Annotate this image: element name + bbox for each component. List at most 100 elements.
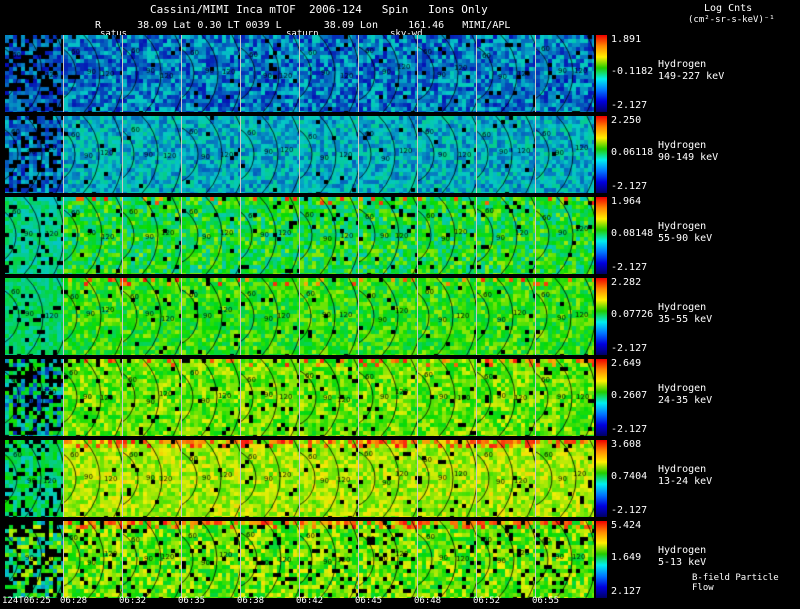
scale-max-label: 2.649	[611, 358, 642, 369]
sky-map-panel	[241, 197, 299, 274]
energy-band-species: Hydrogen	[658, 545, 707, 556]
scale-max-label: 3.608	[611, 439, 642, 450]
scale-mid-label: 0.06118	[611, 147, 654, 158]
colorbar	[596, 116, 607, 193]
sky-map-panel	[300, 440, 358, 517]
sky-map-panel	[123, 440, 181, 517]
colorbar	[596, 35, 607, 112]
sky-map-panel	[64, 197, 122, 274]
page-title: Cassini/MIMI Inca mTOF 2006-124 Spin Ion…	[150, 3, 488, 16]
spectrogram-row	[5, 521, 594, 598]
sky-map-panel	[418, 359, 476, 436]
colorbar	[596, 278, 607, 355]
ephemeris-line: R 38.09 Lat 0.30 LT 0039 L 38.09 Lon 161…	[95, 20, 511, 31]
sky-map-panel	[418, 35, 476, 112]
sky-map-panel	[536, 278, 594, 355]
sky-map-panel	[300, 116, 358, 193]
sky-map-panel	[64, 116, 122, 193]
sky-map-panel	[300, 278, 358, 355]
sky-map-panel	[182, 116, 240, 193]
sky-map-panel	[359, 278, 417, 355]
scale-max-label: 1.891	[611, 34, 642, 45]
sky-map-panel	[359, 116, 417, 193]
sky-map-panel	[418, 440, 476, 517]
time-tick: 06:32	[119, 596, 147, 606]
scale-mid-label: 0.2607	[611, 390, 648, 401]
sky-map-panel	[5, 359, 63, 436]
sky-map-panel	[300, 521, 358, 598]
sky-map-panel	[241, 35, 299, 112]
sky-map-panel	[5, 35, 63, 112]
sky-map-panel	[359, 197, 417, 274]
spectrogram-row	[5, 440, 594, 517]
sky-map-panel	[300, 359, 358, 436]
sky-map-panel	[418, 197, 476, 274]
sky-map-panel	[5, 116, 63, 193]
time-tick: 06:55	[532, 596, 560, 606]
sky-map-panel	[64, 440, 122, 517]
energy-band-species: Hydrogen	[658, 302, 707, 313]
colorbar	[596, 197, 607, 274]
sky-map-panel	[241, 116, 299, 193]
time-tick: 124T06:25	[2, 596, 51, 606]
sky-map-panel	[418, 521, 476, 598]
scale-min-label: -2.127	[611, 424, 648, 435]
sky-map-panel	[536, 197, 594, 274]
scale-min-label: -2.127	[611, 505, 648, 516]
sky-map-panel	[182, 197, 240, 274]
tag-saturn: saturn	[286, 29, 319, 39]
sky-map-panel	[536, 116, 594, 193]
colorbar	[596, 521, 607, 598]
energy-band-species: Hydrogen	[658, 383, 707, 394]
sky-map-panel	[182, 521, 240, 598]
sky-map-panel	[5, 197, 63, 274]
energy-band-species: Hydrogen	[658, 140, 707, 151]
time-tick: 06:38	[237, 596, 265, 606]
energy-band-range: 24-35 keV	[658, 395, 713, 406]
energy-band-range: 55-90 keV	[658, 233, 713, 244]
sky-map-panel	[536, 440, 594, 517]
sky-map-panel	[241, 278, 299, 355]
colorbar	[596, 440, 607, 517]
time-tick: 06:48	[414, 596, 442, 606]
sky-map-panel	[477, 359, 535, 436]
spectrogram-row	[5, 359, 594, 436]
sky-map-panel	[123, 116, 181, 193]
time-tick: 06:28	[60, 596, 88, 606]
colorbar	[596, 359, 607, 436]
sky-map-panel	[123, 521, 181, 598]
energy-band-species: Hydrogen	[658, 59, 707, 70]
energy-band-range: 90-149 keV	[658, 152, 719, 163]
sky-map-panel	[123, 197, 181, 274]
sky-map-panel	[418, 278, 476, 355]
spectrogram-row	[5, 278, 594, 355]
sky-map-panel	[182, 278, 240, 355]
bfield-note: B-field Particle Flow	[692, 573, 779, 593]
colorbar-title: Log Cnts	[704, 3, 753, 14]
sky-map-panel	[359, 440, 417, 517]
sky-map-panel	[536, 35, 594, 112]
sky-map-panel	[5, 521, 63, 598]
energy-band-species: Hydrogen	[658, 221, 707, 232]
sky-map-panel	[477, 521, 535, 598]
time-tick: 06:45	[355, 596, 383, 606]
sky-map-panel	[64, 35, 122, 112]
scale-min-label: 2.127	[611, 586, 642, 597]
scale-min-label: -2.127	[611, 262, 648, 273]
sky-map-panel	[477, 116, 535, 193]
sky-map-panel	[418, 116, 476, 193]
time-tick: 06:35	[178, 596, 206, 606]
scale-max-label: 2.250	[611, 115, 642, 126]
sky-map-panel	[241, 521, 299, 598]
scale-mid-label: 1.649	[611, 552, 642, 563]
scale-min-label: -2.127	[611, 343, 648, 354]
energy-band-range: 35-55 keV	[658, 314, 713, 325]
scale-mid-label: 0.07726	[611, 309, 654, 320]
scale-max-label: 2.282	[611, 277, 642, 288]
energy-band-range: 149-227 keV	[658, 71, 725, 82]
sky-map-panel	[123, 35, 181, 112]
scale-max-label: 5.424	[611, 520, 642, 531]
energy-band-range: 13-24 keV	[658, 476, 713, 487]
sky-map-panel	[182, 359, 240, 436]
